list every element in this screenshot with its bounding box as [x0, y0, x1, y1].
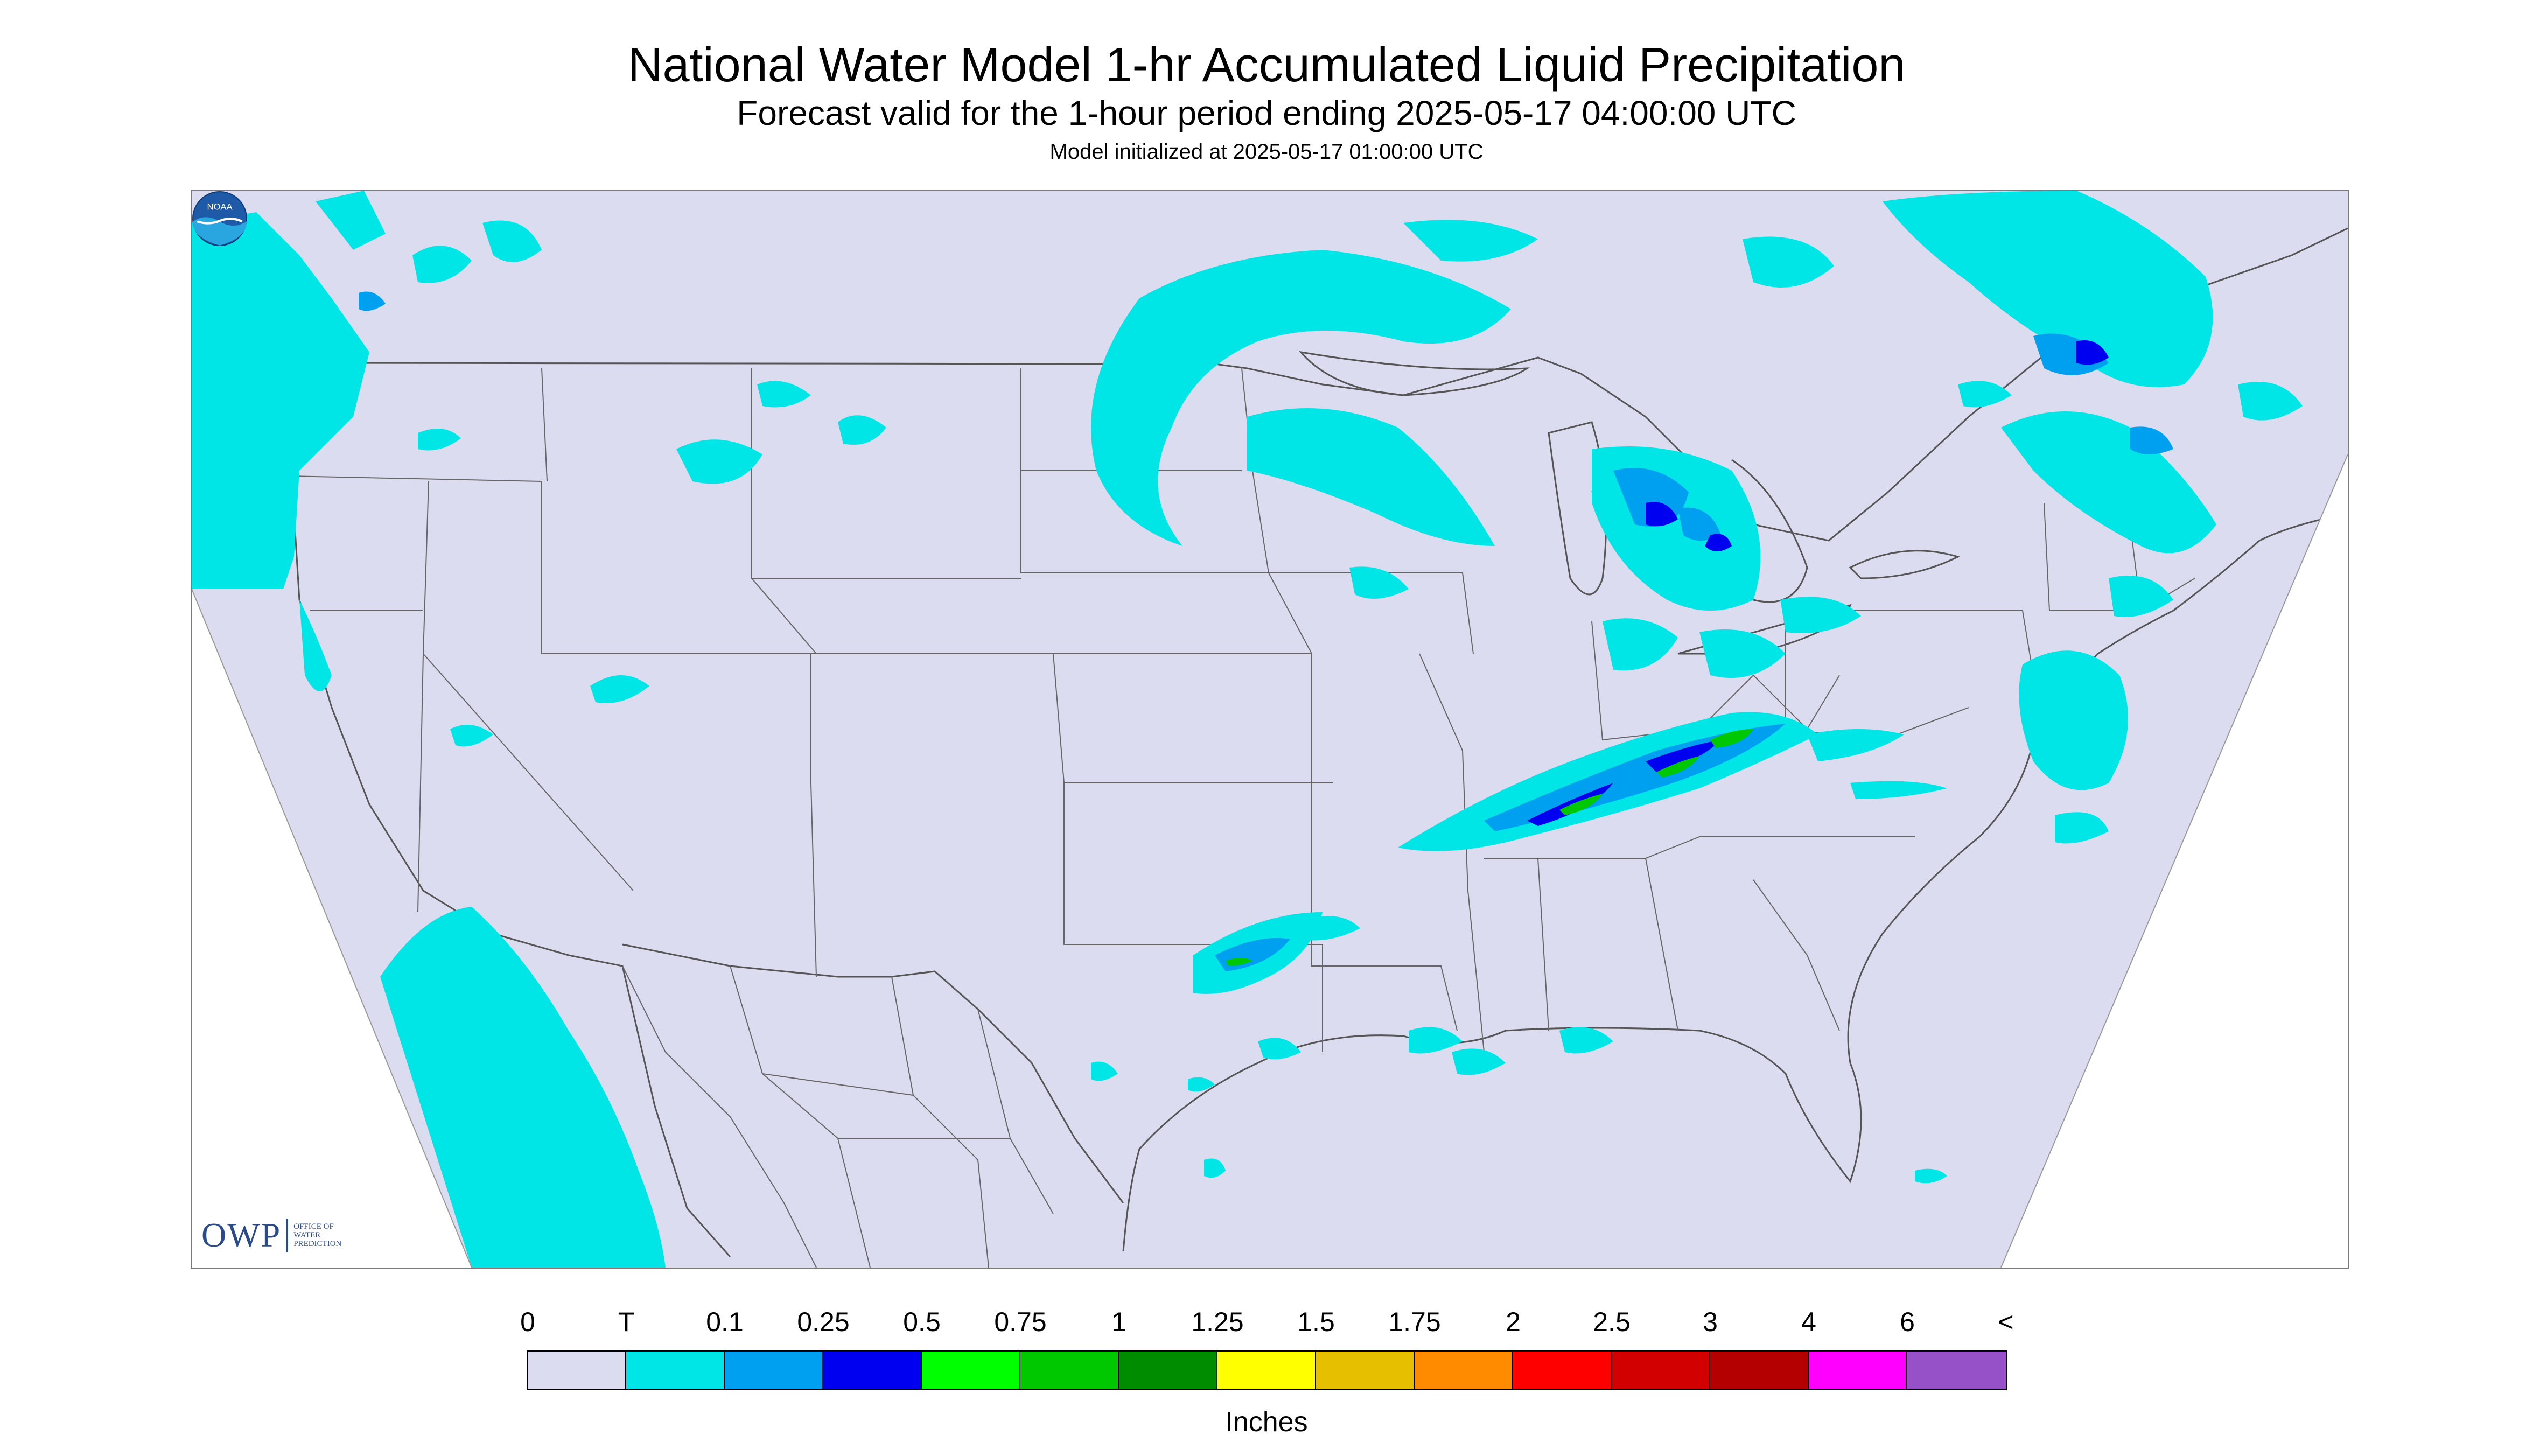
owp-logo: OWP OFFICE OF WATER PREDICTION	[201, 1214, 341, 1257]
legend-swatch	[1217, 1352, 1316, 1389]
legend-label: <	[1998, 1307, 2014, 1337]
owp-logo-divider	[286, 1219, 289, 1252]
map-canvas	[192, 191, 2348, 1268]
legend-label: 4	[1801, 1307, 1816, 1337]
owp-logo-words: OFFICE OF WATER PREDICTION	[293, 1222, 341, 1248]
map-title: National Water Model 1-hr Accumulated Li…	[627, 38, 1906, 92]
legend-swatch	[823, 1352, 922, 1389]
legend-swatch	[1119, 1352, 1217, 1389]
state-boundaries	[288, 368, 2195, 1053]
legend-swatch	[626, 1352, 725, 1389]
legend-swatch	[1316, 1352, 1415, 1389]
legend-label: 1.5	[1297, 1307, 1335, 1337]
precip-0.25	[1527, 340, 2109, 826]
precipitation-map: OWP OFFICE OF WATER PREDICTION NOAA	[191, 190, 2349, 1269]
legend-swatch	[528, 1352, 626, 1389]
domain-edge-left	[192, 589, 472, 1268]
legend-label: 0.1	[706, 1307, 744, 1337]
legend-label: 0.75	[994, 1307, 1047, 1337]
legend-label: 0.25	[797, 1307, 850, 1337]
mexico-states	[622, 965, 1054, 1268]
legend-label: 6	[1900, 1307, 1915, 1337]
forecast-valid-subtitle: Forecast valid for the 1-hour period end…	[737, 94, 1796, 132]
legend-swatch	[1415, 1352, 1513, 1389]
legend-colorbar	[527, 1350, 2007, 1390]
legend-label: T	[618, 1307, 635, 1337]
precip-0.5	[1226, 729, 1753, 966]
domain-edge-right	[2000, 454, 2348, 1268]
legend-label: 0.5	[903, 1307, 941, 1337]
legend-label: 1.75	[1388, 1307, 1441, 1337]
owp-logo-line2: WATER	[293, 1231, 321, 1240]
owp-logo-line3: PREDICTION	[293, 1240, 342, 1248]
noaa-logo-icon: NOAA	[192, 191, 247, 246]
legend-swatch	[922, 1352, 1020, 1389]
legend-swatch	[1809, 1352, 1907, 1389]
legend-swatch	[725, 1352, 823, 1389]
noaa-logo-text: NOAA	[207, 201, 233, 212]
gulf-coastline	[1122, 513, 2348, 1252]
owp-logo-letters: OWP	[201, 1216, 282, 1254]
legend-label: 2.5	[1593, 1307, 1631, 1337]
us-mexico-border	[622, 943, 1124, 1203]
model-init-line: Model initialized at 2025-05-17 01:00:00…	[1049, 140, 1484, 164]
legend-label: 0	[520, 1307, 535, 1337]
legend-swatch	[1710, 1352, 1809, 1389]
legend-label: 3	[1703, 1307, 1718, 1337]
legend-label: 1.25	[1191, 1307, 1244, 1337]
legend-units: Inches	[1225, 1406, 1308, 1438]
legend-label: 1	[1111, 1307, 1126, 1337]
legend-swatch	[1513, 1352, 1612, 1389]
legend-swatch	[1612, 1352, 1710, 1389]
legend-swatch	[1020, 1352, 1119, 1389]
legend-label: 2	[1506, 1307, 1521, 1337]
legend-swatch	[1907, 1352, 2006, 1389]
owp-logo-line1: OFFICE OF	[293, 1222, 334, 1231]
